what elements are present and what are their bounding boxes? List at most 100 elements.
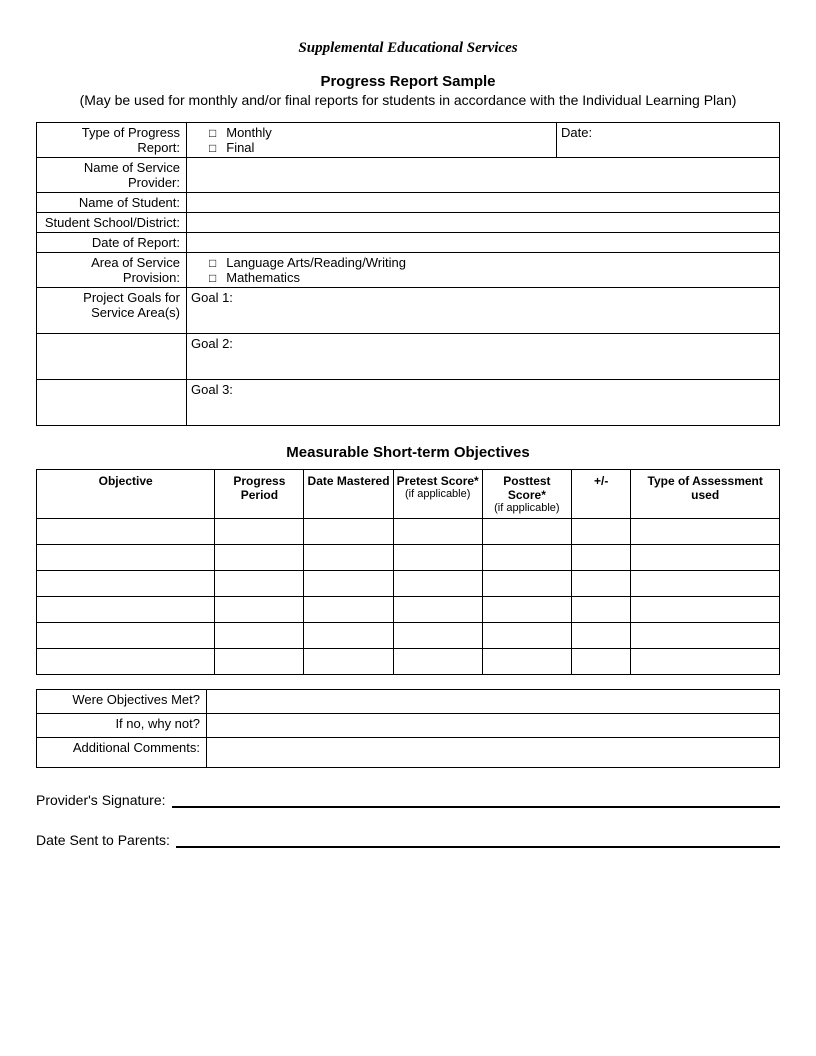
table-cell[interactable] — [215, 544, 304, 570]
area-options-cell: □ Language Arts/Reading/Writing □ Mathem… — [187, 252, 780, 287]
table-row — [37, 622, 780, 648]
table-cell[interactable] — [304, 544, 393, 570]
table-cell[interactable] — [482, 518, 571, 544]
followup-table: Were Objectives Met? If no, why not? Add… — [36, 689, 780, 768]
provider-signature-row: Provider's Signature: — [36, 790, 780, 808]
table-cell[interactable] — [571, 544, 630, 570]
checkbox-icon[interactable]: □ — [209, 141, 216, 155]
table-cell[interactable] — [631, 648, 780, 674]
table-cell[interactable] — [393, 518, 482, 544]
table-cell[interactable] — [37, 622, 215, 648]
student-label: Name of Student: — [37, 192, 187, 212]
table-cell[interactable] — [37, 570, 215, 596]
table-cell[interactable] — [571, 518, 630, 544]
table-cell[interactable] — [571, 622, 630, 648]
table-cell[interactable] — [482, 648, 571, 674]
table-cell[interactable] — [37, 648, 215, 674]
table-cell[interactable] — [37, 518, 215, 544]
table-cell[interactable] — [631, 596, 780, 622]
goal2-cell[interactable]: Goal 2: — [187, 333, 780, 379]
col-pretest: Pretest Score* (if applicable) — [393, 469, 482, 518]
goals-label-blank3 — [37, 379, 187, 425]
comments-value[interactable] — [207, 737, 780, 767]
comments-label: Additional Comments: — [37, 737, 207, 767]
report-date-label: Date of Report: — [37, 232, 187, 252]
table-cell[interactable] — [215, 596, 304, 622]
whynot-label: If no, why not? — [37, 713, 207, 737]
objectives-heading: Measurable Short-term Objectives — [36, 444, 780, 461]
info-table: Type of Progress Report: □ Monthly □ Fin… — [36, 122, 780, 426]
table-cell[interactable] — [393, 622, 482, 648]
document-title: Supplemental Educational Services — [36, 40, 780, 57]
table-row — [37, 544, 780, 570]
goal3-cell[interactable]: Goal 3: — [187, 379, 780, 425]
provider-value[interactable] — [187, 157, 780, 192]
table-cell[interactable] — [482, 596, 571, 622]
table-cell[interactable] — [482, 570, 571, 596]
table-cell[interactable] — [631, 544, 780, 570]
table-cell[interactable] — [631, 518, 780, 544]
table-cell[interactable] — [631, 570, 780, 596]
col-assessment-type: Type of Assessment used — [631, 469, 780, 518]
table-cell[interactable] — [393, 648, 482, 674]
table-cell[interactable] — [393, 544, 482, 570]
table-row — [37, 570, 780, 596]
type-option-monthly: Monthly — [226, 125, 272, 140]
provider-signature-line[interactable] — [172, 790, 780, 808]
goals-label: Project Goals for Service Area(s) — [37, 287, 187, 333]
table-cell[interactable] — [304, 518, 393, 544]
type-options-cell: □ Monthly □ Final — [187, 122, 557, 157]
table-cell[interactable] — [571, 596, 630, 622]
table-cell[interactable] — [393, 596, 482, 622]
goal1-cell[interactable]: Goal 1: — [187, 287, 780, 333]
date-cell[interactable]: Date: — [557, 122, 780, 157]
col-objective: Objective — [37, 469, 215, 518]
school-label: Student School/District: — [37, 212, 187, 232]
type-option-final: Final — [226, 140, 254, 155]
area-label: Area of Service Provision: — [37, 252, 187, 287]
date-sent-label: Date Sent to Parents: — [36, 832, 176, 848]
whynot-value[interactable] — [207, 713, 780, 737]
table-row — [37, 518, 780, 544]
table-cell[interactable] — [482, 544, 571, 570]
area-option-ela: Language Arts/Reading/Writing — [226, 255, 406, 270]
table-cell[interactable] — [482, 622, 571, 648]
table-cell[interactable] — [571, 570, 630, 596]
table-cell[interactable] — [304, 596, 393, 622]
goals-label-blank2 — [37, 333, 187, 379]
table-cell[interactable] — [37, 544, 215, 570]
report-subtitle: (May be used for monthly and/or final re… — [36, 92, 780, 110]
table-row — [37, 648, 780, 674]
col-date-mastered: Date Mastered — [304, 469, 393, 518]
objectives-met-label: Were Objectives Met? — [37, 689, 207, 713]
checkbox-icon[interactable]: □ — [209, 126, 216, 140]
table-cell[interactable] — [37, 596, 215, 622]
report-title: Progress Report Sample — [36, 73, 780, 90]
report-date-value[interactable] — [187, 232, 780, 252]
checkbox-icon[interactable]: □ — [209, 256, 216, 270]
provider-signature-label: Provider's Signature: — [36, 792, 172, 808]
checkbox-icon[interactable]: □ — [209, 271, 216, 285]
table-cell[interactable] — [215, 622, 304, 648]
table-cell[interactable] — [393, 570, 482, 596]
col-progress-period: Progress Period — [215, 469, 304, 518]
school-value[interactable] — [187, 212, 780, 232]
col-posttest: Posttest Score* (if applicable) — [482, 469, 571, 518]
table-cell[interactable] — [631, 622, 780, 648]
objectives-met-value[interactable] — [207, 689, 780, 713]
table-cell[interactable] — [215, 518, 304, 544]
area-option-math: Mathematics — [226, 270, 300, 285]
table-cell[interactable] — [215, 648, 304, 674]
table-cell[interactable] — [304, 622, 393, 648]
date-sent-line[interactable] — [176, 830, 780, 848]
table-cell[interactable] — [215, 570, 304, 596]
table-cell[interactable] — [304, 570, 393, 596]
date-sent-row: Date Sent to Parents: — [36, 830, 780, 848]
table-cell[interactable] — [571, 648, 630, 674]
table-row — [37, 596, 780, 622]
objectives-table: Objective Progress Period Date Mastered … — [36, 469, 780, 675]
col-plusminus: +/- — [571, 469, 630, 518]
provider-label: Name of Service Provider: — [37, 157, 187, 192]
table-cell[interactable] — [304, 648, 393, 674]
student-value[interactable] — [187, 192, 780, 212]
